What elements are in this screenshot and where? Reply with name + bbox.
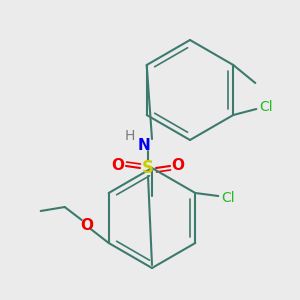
Text: O: O [80, 218, 93, 232]
Text: N: N [138, 137, 150, 152]
Text: O: O [112, 158, 124, 173]
Text: H: H [125, 129, 135, 143]
Text: S: S [142, 159, 154, 177]
Text: Cl: Cl [260, 100, 273, 114]
Text: Cl: Cl [221, 191, 235, 205]
Text: O: O [172, 158, 184, 173]
